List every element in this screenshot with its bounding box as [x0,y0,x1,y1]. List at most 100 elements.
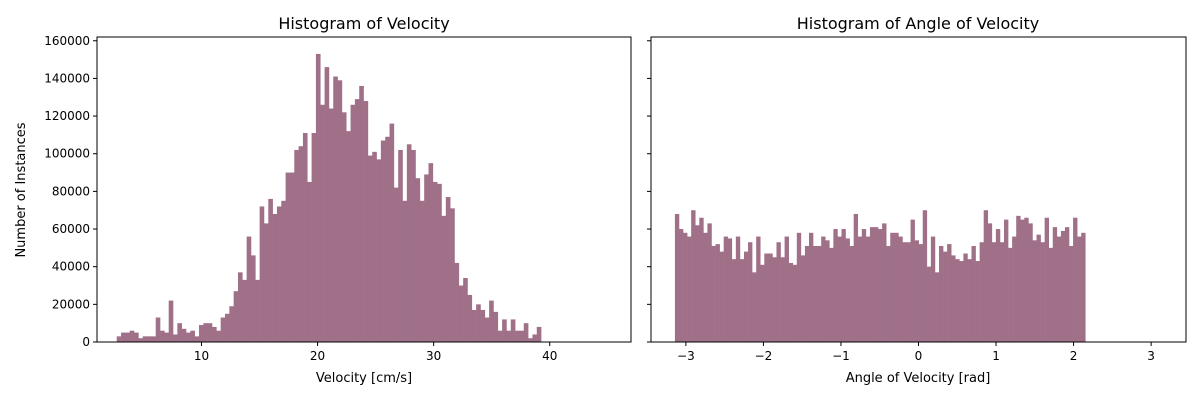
histogram-bar [350,104,356,342]
histogram-bar [294,149,299,342]
histogram-bar [502,319,507,342]
histogram-bar [250,255,256,342]
histogram-bar [380,140,386,342]
y-tick-label: 20000 [52,297,90,311]
histogram-bar [683,232,688,342]
histogram-bar [898,236,903,342]
x-tick-label: −2 [755,349,773,363]
histogram-bar [328,108,334,342]
histogram-bar [703,232,708,342]
histogram-bar [168,300,174,342]
histogram-bar [910,219,915,342]
histogram-bar [955,259,960,342]
histogram-bar [406,144,412,342]
histogram-bar [1052,227,1058,342]
histogram-bar [869,227,875,342]
histogram-bar [359,85,364,342]
histogram-bar [246,236,252,342]
histogram-bar [1064,227,1070,342]
histogram-bar [229,306,234,342]
histogram-bar [1073,217,1078,342]
histogram-bar [285,172,291,342]
angle-x-ticks: −3 −2 −1 0 1 2 3 [677,342,1155,363]
histogram-bar [963,253,968,342]
histogram-bar [393,187,399,342]
histogram-bar [437,183,442,342]
velocity-y-ticks: 0 20000 40000 60000 80000 100000 120000 140000 1… [44,34,97,349]
histogram-bar [837,236,842,342]
histogram-bar [493,311,499,342]
histogram-bar [788,262,794,342]
histogram-bar [181,328,187,342]
histogram-bar [1016,215,1021,342]
angle-histogram-panel: Histogram of Angle of Velocity −3 −2 −1 0 1 2… [647,14,1187,386]
histogram-bar [489,300,494,342]
histogram-bar [752,272,757,342]
y-tick-label: 100000 [44,147,90,161]
x-tick-label: 10 [194,349,209,363]
histogram-bar [424,174,429,342]
histogram-bar [212,326,217,342]
histogram-bar [979,242,984,342]
histogram-bar [389,123,395,342]
histogram-bar [385,136,390,342]
histogram-bar [510,319,516,342]
histogram-bar [255,279,260,342]
histogram-bar [333,76,338,342]
histogram-bar [800,255,806,342]
histogram-bar [678,229,684,342]
histogram-bar [821,236,826,342]
histogram-bar [695,225,700,342]
histogram-bar [268,198,273,342]
histogram-bar [315,53,321,342]
histogram-bar [804,245,810,342]
histogram-bar [999,242,1005,342]
histogram-bar [523,323,529,342]
histogram-bar [164,332,169,342]
histogram-bar [930,236,936,342]
histogram-bar [129,330,135,342]
histogram-bar [151,336,157,342]
histogram-bar [142,336,148,342]
histogram-bar [289,172,295,342]
histogram-bar [796,232,802,342]
histogram-bar [959,261,964,342]
x-tick-label: 20 [310,349,325,363]
y-tick-label: 140000 [44,71,90,85]
histogram-bar [983,210,989,342]
histogram-bar [259,206,265,342]
histogram-bar [194,336,200,342]
angle-chart-title: Histogram of Angle of Velocity [797,14,1039,33]
histogram-bar [1012,236,1017,342]
histogram-bar [224,313,230,342]
histogram-bar [890,232,895,342]
histogram-bar [1060,230,1066,342]
histogram-bar [480,309,486,342]
histogram-bar [727,238,733,342]
histogram-bar [967,259,972,342]
x-tick-label: −3 [677,349,695,363]
histogram-bar [995,229,1001,342]
histogram-bar [914,240,919,342]
histogram-bar [536,326,542,342]
histogram-bar [894,232,899,342]
histogram-bar [337,80,343,343]
histogram-bar [298,146,304,342]
histogram-bar [1008,247,1013,342]
histogram-bar [971,245,976,342]
histogram-bar [873,227,879,342]
histogram-bar [411,149,416,342]
histogram-bar [817,245,822,342]
histogram-bar [922,210,928,342]
histogram-bar [463,277,468,342]
histogram-bar [484,317,490,342]
histogram-bar [372,151,377,342]
histogram-bar [1036,234,1041,342]
histogram-bar [906,242,911,342]
histogram-bar [263,223,269,342]
histogram-bar [1028,223,1033,342]
histogram-bar [719,251,724,342]
histogram-bar [186,332,191,342]
histogram-bar [237,272,243,342]
histogram-bar [1020,219,1025,342]
